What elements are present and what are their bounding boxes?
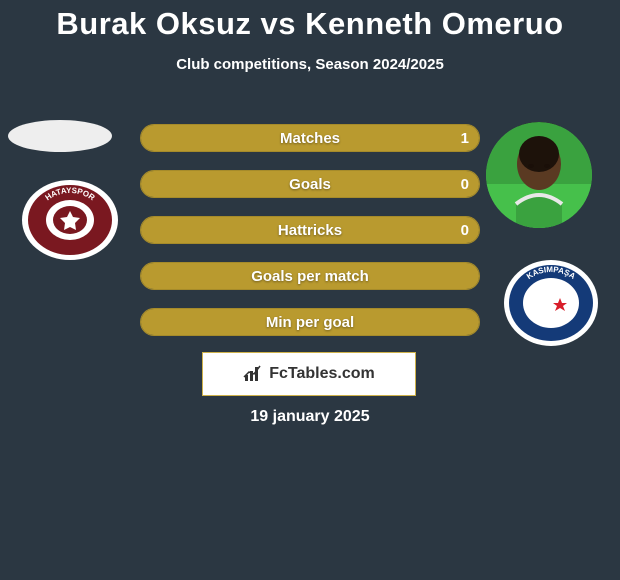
stat-label: Goals — [141, 171, 479, 198]
player-right-avatar — [486, 122, 592, 228]
page-subtitle: Club competitions, Season 2024/2025 — [0, 56, 620, 73]
attribution-text: FcTables.com — [269, 365, 375, 383]
stat-label: Matches — [141, 125, 479, 152]
generated-date: 19 january 2025 — [0, 408, 620, 426]
stat-row: Hattricks0 — [140, 216, 480, 244]
stat-row: Matches1 — [140, 124, 480, 152]
stat-value-right: 0 — [461, 217, 469, 244]
stat-label: Min per goal — [141, 309, 479, 336]
stat-row: Min per goal — [140, 308, 480, 336]
stat-row: Goals per match — [140, 262, 480, 290]
chart-icon — [243, 365, 263, 383]
club-badge-right: KASIMPAŞA — [502, 258, 600, 348]
stat-value-right: 0 — [461, 171, 469, 198]
player-left-avatar — [8, 120, 112, 152]
stat-label: Hattricks — [141, 217, 479, 244]
stat-label: Goals per match — [141, 263, 479, 290]
page-title: Burak Oksuz vs Kenneth Omeruo — [0, 0, 620, 42]
stat-row: Goals0 — [140, 170, 480, 198]
attribution-badge[interactable]: FcTables.com — [202, 352, 416, 396]
stat-value-right: 1 — [461, 125, 469, 152]
club-badge-left: HATAYSPOR — [20, 178, 120, 262]
stats-panel: Matches1Goals0Hattricks0Goals per matchM… — [140, 124, 480, 354]
